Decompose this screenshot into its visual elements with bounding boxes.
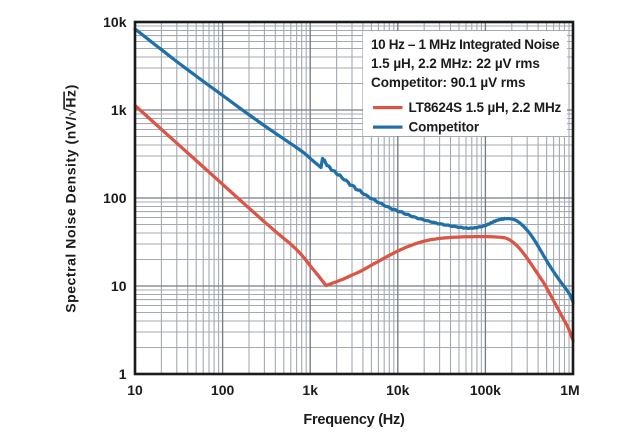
svg-text:1.5 µH, 2.2 MHz: 22 µV rms: 1.5 µH, 2.2 MHz: 22 µV rms bbox=[371, 56, 540, 71]
svg-text:100k: 100k bbox=[470, 382, 501, 398]
svg-text:1: 1 bbox=[119, 366, 127, 382]
svg-text:10: 10 bbox=[111, 278, 127, 294]
svg-text:100: 100 bbox=[211, 382, 235, 398]
svg-text:10: 10 bbox=[127, 382, 143, 398]
svg-text:10 Hz – 1 MHz Integrated Noise: 10 Hz – 1 MHz Integrated Noise bbox=[371, 37, 560, 52]
svg-text:Frequency (Hz): Frequency (Hz) bbox=[303, 412, 405, 428]
svg-text:Competitor: 90.1 µV rms: Competitor: 90.1 µV rms bbox=[371, 75, 525, 90]
svg-text:Competitor: Competitor bbox=[409, 120, 480, 135]
svg-text:Spectral Noise Density (nV/√Hz: Spectral Noise Density (nV/√Hz) bbox=[63, 84, 79, 313]
svg-text:LT8624S 1.5 µH, 2.2 MHz: LT8624S 1.5 µH, 2.2 MHz bbox=[409, 100, 562, 115]
svg-text:1k: 1k bbox=[302, 382, 318, 398]
svg-text:10k: 10k bbox=[103, 14, 127, 30]
svg-text:1M: 1M bbox=[560, 382, 579, 398]
svg-text:10k: 10k bbox=[386, 382, 410, 398]
svg-text:100: 100 bbox=[103, 190, 127, 206]
svg-text:1k: 1k bbox=[111, 102, 127, 118]
